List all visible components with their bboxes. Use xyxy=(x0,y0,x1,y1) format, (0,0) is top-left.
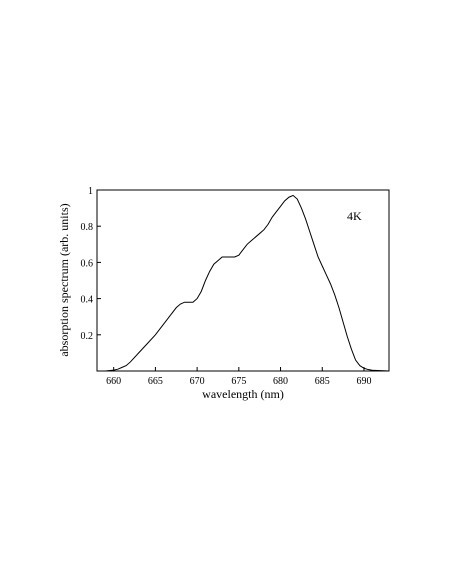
x-tick-label: 685 xyxy=(315,376,330,387)
y-axis-ticks: 0.2 0.4 0.6 0.8 1 xyxy=(81,186,101,342)
x-tick-label: 680 xyxy=(273,376,288,387)
x-tick-label: 660 xyxy=(106,376,121,387)
x-axis-label: wavelength (nm) xyxy=(202,387,284,401)
spectrum-line xyxy=(97,194,390,372)
x-tick-label: 690 xyxy=(356,376,371,387)
x-tick-label: 665 xyxy=(148,376,163,387)
y-tick-label: 0.4 xyxy=(81,295,94,306)
x-tick-label: 670 xyxy=(190,376,205,387)
x-axis-ticks: 660 665 670 675 680 685 690 xyxy=(106,367,371,387)
plot-frame xyxy=(96,189,390,372)
y-tick-label: 0.6 xyxy=(81,258,94,269)
y-tick-label: 0.2 xyxy=(81,331,94,342)
y-tick-label: 0.8 xyxy=(81,222,94,233)
x-tick-label: 675 xyxy=(231,376,246,387)
temperature-annotation: 4K xyxy=(347,209,362,223)
y-tick-label: 1 xyxy=(88,186,93,197)
y-axis-label: absorption spectrum (arb. units) xyxy=(57,203,71,356)
